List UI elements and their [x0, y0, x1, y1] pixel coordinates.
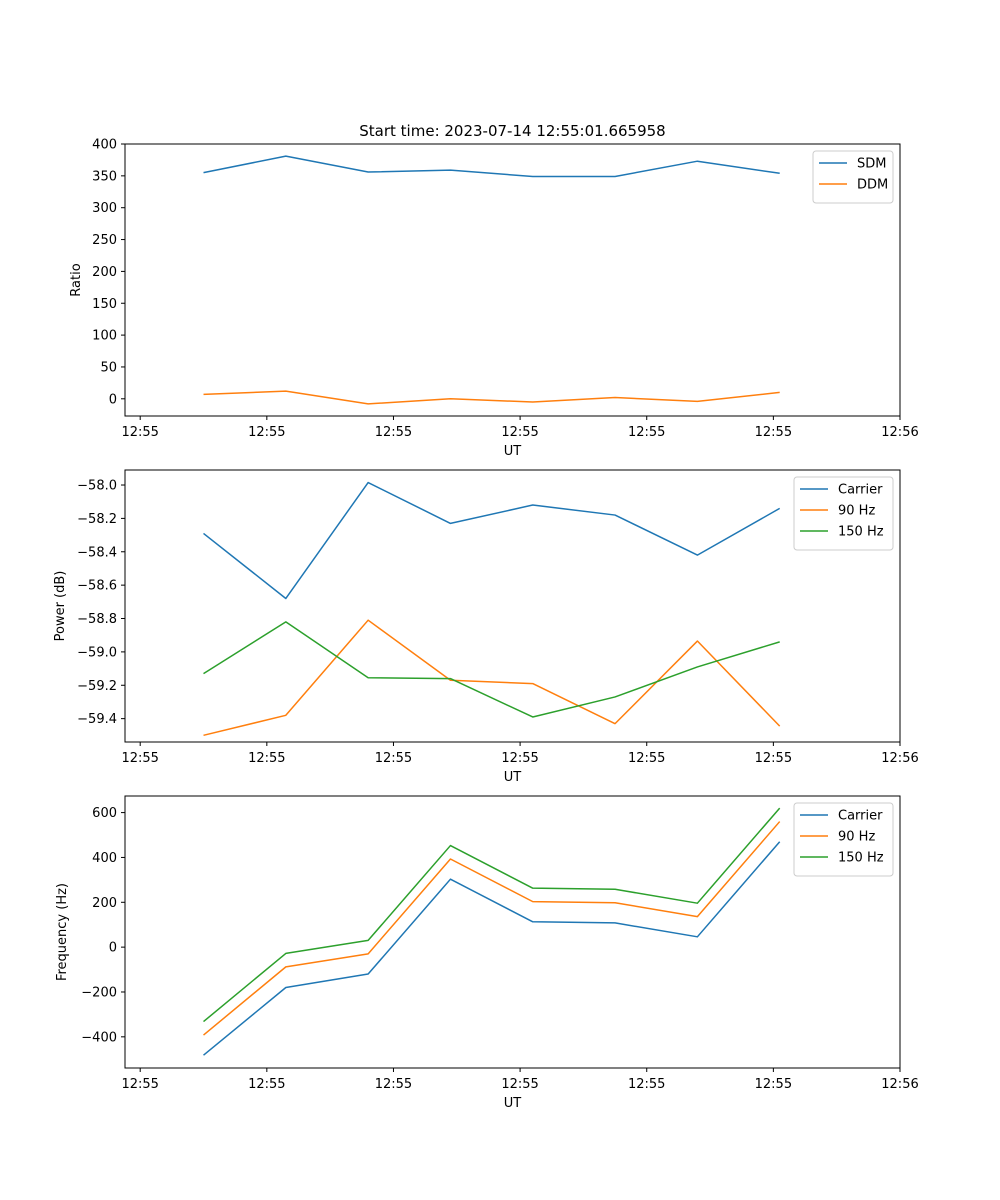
panel-1-y-tick-label: 300 [92, 201, 117, 216]
panel-2-y-tick-label: −59.0 [77, 645, 117, 660]
panel-1-x-tick-label: 12:55 [248, 425, 285, 440]
panel-2-y-tick-label: −58.2 [77, 512, 117, 527]
frequency-plot: 12:55 12:55 12:55 12:55 12:55 12:55 12:56 −400 −… [55, 795, 919, 1111]
panel-2-y-tick-label: −59.2 [77, 679, 117, 694]
panel-1-x-tick-label: 12:55 [628, 425, 665, 440]
panel-3-legend-label-90-hz: 90 Hz [838, 830, 875, 845]
panel-3-legend-label-150-hz: 150 Hz [838, 851, 884, 866]
panel-1-axes-frame [124, 143, 901, 417]
panel-2-axes-frame [124, 469, 901, 743]
panel-3-series-90-hz-line [203, 821, 781, 1036]
panel-3-x-tick-label: 12:55 [121, 1077, 158, 1092]
panel-1-y-tick-label: 150 [92, 297, 117, 312]
panel-2-x-tick-label: 12:55 [755, 751, 792, 766]
panel-2-x-axis-label: UT [504, 770, 522, 785]
panel-3-y-tick-label: 0 [109, 941, 117, 956]
panel-2-legend-label-90-hz: 90 Hz [838, 504, 875, 519]
chart-title: Start time: 2023-07-14 12:55:01.665958 [359, 122, 665, 140]
panel-1-series-sdm-line [203, 155, 780, 178]
panel-1-x-tick-label: 12:55 [121, 425, 158, 440]
panel-3-x-tick-label: 12:55 [248, 1077, 285, 1092]
panel-1-legend: SDM DDM [812, 150, 894, 204]
panel-2-x-tick-label: 12:55 [248, 751, 285, 766]
panel-3-y-tick-label: −200 [81, 985, 117, 1000]
panel-3-y-tick-label: 400 [92, 851, 117, 866]
panel-2-y-tick-label: −58.6 [77, 579, 117, 594]
panel-2-y-axis-label: Power (dB) [53, 571, 68, 642]
panel-3-y-tick-label: 200 [92, 896, 117, 911]
panel-3-series-carrier-line [203, 841, 781, 1056]
panel-1-y-tick-label: 400 [92, 138, 117, 153]
panel-1-x-axis-label: UT [504, 444, 522, 459]
panel-1-x-tick-label: 12:55 [501, 425, 538, 440]
panel-2-x-tick-label: 12:55 [375, 751, 412, 766]
panel-2-x-tick-label: 12:56 [881, 751, 918, 766]
panel-2-legend-label-150-hz: 150 Hz [838, 525, 884, 540]
panel-2-x-tick-label: 12:55 [628, 751, 665, 766]
panel-1-x-tick-label: 12:55 [375, 425, 412, 440]
panel-3-axes-frame [124, 795, 901, 1069]
panel-2-y-tick-label: −58.0 [77, 479, 117, 494]
panel-1-x-tick-label: 12:56 [881, 425, 918, 440]
panel-1-y-tick-label: 350 [92, 169, 117, 184]
panel-1-y-axis-label: Ratio [69, 263, 84, 296]
panel-3-legend: Carrier 90 Hz 150 Hz [793, 802, 894, 877]
panel-3-y-tick-label: 600 [92, 806, 117, 821]
panel-3-y-tick-label: −400 [81, 1030, 117, 1045]
panel-3-x-tick-label: 12:56 [881, 1077, 918, 1092]
ratio-plot: 12:55 12:55 12:55 12:55 12:55 12:55 12:56 0 50 10… [69, 138, 919, 460]
panel-1-y-tick-label: 250 [92, 233, 117, 248]
panel-1-y-tick-label: 100 [92, 329, 117, 344]
panel-2-legend: Carrier 90 Hz 150 Hz [793, 476, 894, 551]
panel-1-series-ddm-line [203, 390, 780, 405]
panel-1-y-tick-label: 50 [100, 360, 117, 375]
panel-3-legend-label-carrier: Carrier [838, 809, 883, 824]
panel-1-legend-label-sdm: SDM [857, 157, 886, 172]
panel-2-series-carrier-line [203, 481, 781, 600]
panel-3-x-tick-label: 12:55 [501, 1077, 538, 1092]
panel-2-y-tick-label: −59.4 [77, 712, 117, 727]
panel-3-x-tick-label: 12:55 [375, 1077, 412, 1092]
panel-3-y-axis-label: Frequency (Hz) [55, 883, 70, 981]
panel-2-y-tick-label: −58.4 [77, 545, 117, 560]
panel-2-series-90-hz-line [203, 619, 781, 737]
panel-2-series-150-hz-line [203, 621, 780, 718]
panel-2-legend-label-carrier: Carrier [838, 483, 883, 498]
panel-2-x-tick-label: 12:55 [501, 751, 538, 766]
panel-1-legend-label-ddm: DDM [857, 178, 888, 193]
panel-3-x-tick-label: 12:55 [755, 1077, 792, 1092]
power-plot: 12:55 12:55 12:55 12:55 12:55 12:55 12:56 −59.4… [53, 469, 919, 785]
panel-3-x-axis-label: UT [504, 1096, 522, 1111]
panel-3-x-tick-label: 12:55 [628, 1077, 665, 1092]
panel-1-x-tick-label: 12:55 [755, 425, 792, 440]
panel-1-y-tick-label: 200 [92, 265, 117, 280]
panel-2-y-tick-label: −58.8 [77, 612, 117, 627]
panel-3-series-150-hz-line [203, 807, 781, 1023]
panel-1-legend-box [812, 150, 894, 204]
panel-1-y-tick-label: 0 [109, 392, 117, 407]
panel-2-x-tick-label: 12:55 [121, 751, 158, 766]
